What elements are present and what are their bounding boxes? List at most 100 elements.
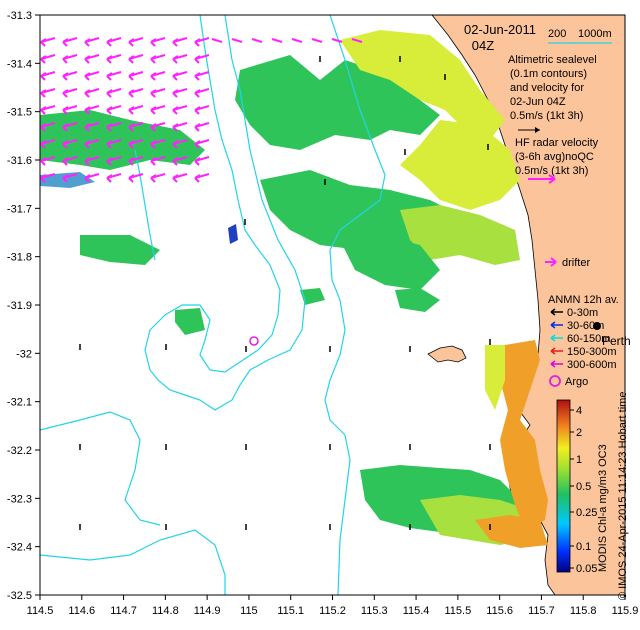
hf-vector [172,156,188,166]
hf-vector [84,139,100,149]
hf-vector [271,38,283,43]
drifter-arrow-icon [545,257,557,267]
anmn-arrow-icon [550,321,563,329]
x-tick-label: 115 [240,605,258,617]
colorbar-tick-label: 2 [576,427,582,439]
hf-vector [351,38,363,43]
hf-vector [150,37,166,47]
x-tick-label: 115.6 [486,605,513,617]
hf-vector [172,173,188,183]
anmn-title: ANMN 12h av. [548,294,619,306]
hf-scale-arrow [528,174,556,184]
hf-vector [40,88,56,98]
hf-vector [40,139,56,149]
anmn-arrow-icon [550,308,563,316]
hf-vector [194,37,210,47]
altimetric-line-5: 0.5m/s (1kt 3h) [510,110,583,122]
argo-legend-icon [549,375,561,387]
y-tick-label: -32 [16,348,32,360]
hf-vector [62,122,78,132]
hf-vector [128,71,144,81]
hf-vector [62,156,78,166]
hf-vector [194,156,210,166]
hf-vector [331,38,343,43]
hf-vector [211,38,223,43]
hf-vector [128,122,144,132]
hf-vector [84,37,100,47]
hf-vector [194,122,210,132]
hf-vector [40,54,56,64]
y-tick-label: -31.4 [7,58,32,70]
bathymetry-contours [40,15,386,595]
hf-radar-vectors [40,37,363,183]
altimetric-line-3: and velocity for [510,82,584,94]
hf-vector [231,38,243,43]
x-tick-label: 114.7 [110,605,137,617]
hf-vector [40,173,56,183]
hf-vector [62,173,78,183]
map-date: 02-Jun-2011 [464,22,536,37]
x-tick-label: 115.9 [612,605,639,617]
chlorophyll-patches [40,30,548,548]
hf-legend: HF radar velocity (3-6h avg)noQC 0.5m/s … [515,137,599,184]
y-tick-label: -32.5 [7,590,32,602]
y-tick-label: -32.2 [7,445,32,457]
hf-vector [150,139,166,149]
y-axis-ticks: -31.3 -31.4 -31.5 -31.6 -31.7 -31.8 -31.9 -32 -3… [7,10,40,602]
x-tick-label: 114.6 [68,605,95,617]
hf-vector [106,156,122,166]
hf-vector [40,105,56,115]
anmn-legend: ANMN 12h av. 0-30m30-60m60-150m150-300m3… [548,294,619,371]
altimetric-legend: Altimetric sealevel (0.1m contours) and … [508,54,597,133]
hf-vector [62,88,78,98]
x-tick-label: 115.7 [528,605,555,617]
hf-vector [291,38,303,43]
x-axis-ticks: 114.5 114.6 114.7 114.8 114.9 115 115.1 115.2 11… [27,595,639,617]
hf-vector [84,88,100,98]
y-tick-label: -31.9 [7,300,32,312]
altimetric-line-4: 02-Jun 04Z [510,96,566,108]
colorbar-title: MODIS Chl-a mg/m3 OC3 [597,444,609,572]
hf-vector [194,88,210,98]
colorbar-tick-label: 4 [576,405,582,417]
hf-vector [62,54,78,64]
hf-vector [172,54,188,64]
hf-vector [84,105,100,115]
hf-vector [128,156,144,166]
x-tick-label: 115.2 [319,605,346,617]
hf-vector [106,54,122,64]
hf-vector [172,139,188,149]
hf-vector [40,71,56,81]
anmn-item-label: 0-30m [567,307,598,319]
hf-vector [84,173,100,183]
x-tick-label: 115.8 [570,605,597,617]
hf-vector [172,105,188,115]
hf-vector [150,88,166,98]
argo-label: Argo [565,376,588,388]
hf-vector [128,139,144,149]
hf-vector [150,122,166,132]
colorbar-ticks: 4 2 1 0.5 0.25 0.1 0.05 [570,405,597,575]
hf-vector [128,88,144,98]
colorbar-tick-label: 1 [576,454,582,466]
hf-vector [128,173,144,183]
hf-vector [62,71,78,81]
hf-vector [194,105,210,115]
hf-vector [150,105,166,115]
anmn-arrow-icon [550,347,563,355]
hf-vector [150,173,166,183]
y-tick-label: -32.1 [7,397,32,409]
anmn-arrow-icon [550,360,563,368]
hf-vector [194,54,210,64]
y-tick-label: -31.7 [7,203,32,215]
hf-vector [128,105,144,115]
colorbar-tick-label: 0.5 [576,481,591,493]
hf-vector [150,156,166,166]
hf-line-3: 0.5m/s (1kt 3h) [515,165,588,177]
hf-vector [40,37,56,47]
y-tick-label: -31.6 [7,155,32,167]
colorbar [556,399,571,573]
bathy-label-1000: 1000m [578,28,612,40]
hf-vector [62,37,78,47]
hf-vector [106,88,122,98]
